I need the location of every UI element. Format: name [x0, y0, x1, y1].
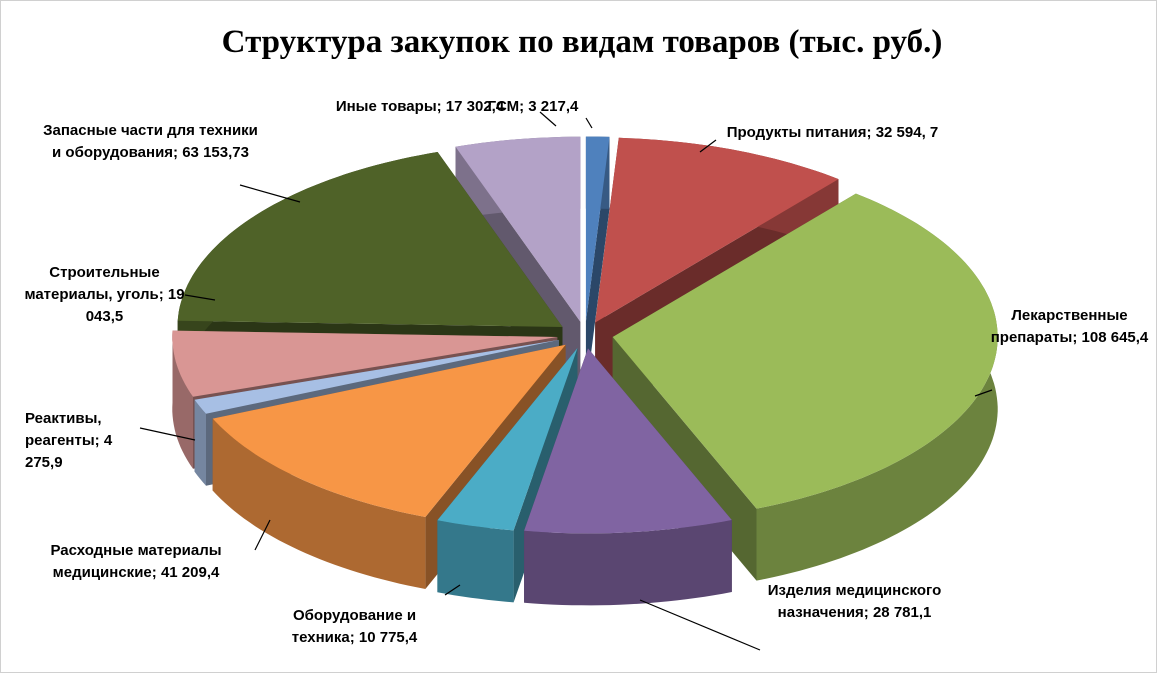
- label-separator: ;: [519, 98, 529, 115]
- slice-rim: [172, 330, 193, 469]
- slice-top: [585, 136, 610, 322]
- label-separator: ;: [863, 604, 873, 621]
- label-separator: ;: [158, 286, 168, 303]
- slice-top: [172, 330, 558, 397]
- slice-top: [524, 348, 732, 534]
- label-separator: ;: [866, 124, 876, 141]
- leader-line: [184, 294, 216, 301]
- label-value: 17 302,4: [445, 98, 505, 115]
- slice-rim: [524, 520, 732, 606]
- label-category: Изделия медицинского назначения: [767, 582, 942, 621]
- label-separator: ;: [436, 98, 446, 115]
- label-value: 19 043,5: [85, 286, 185, 325]
- leader-line: [239, 184, 301, 203]
- data-label: Лекарственные препараты; 108 645,4: [982, 305, 1157, 349]
- chart-title: Структура закупок по видам товаров (тыс.…: [222, 24, 943, 60]
- label-category: Иные товары: [335, 98, 437, 115]
- data-label: Запасные части для техники и оборудовани…: [38, 120, 263, 164]
- label-separator: ;: [173, 144, 183, 161]
- label-category: Лекарственные препараты: [990, 307, 1128, 346]
- slice: [585, 136, 610, 394]
- label-category: Оборудование и техника: [291, 607, 417, 646]
- leader-line: [585, 117, 593, 129]
- data-label: Оборудование и техника; 10 775,4: [262, 605, 447, 649]
- leader-line: [639, 599, 761, 651]
- label-category: Запасные части для техники и оборудовани…: [43, 122, 258, 161]
- slice: [212, 344, 566, 589]
- data-label: Строительные материалы, уголь; 19 043,5: [22, 262, 187, 328]
- slice-top: [437, 348, 578, 531]
- label-category: Расходные материалы медицинские: [50, 542, 222, 581]
- label-separator: ;: [151, 564, 161, 581]
- slice-top: [595, 137, 839, 323]
- slice-top: [194, 339, 559, 414]
- leader-line: [139, 427, 196, 441]
- label-value: 28 781,1: [872, 604, 932, 621]
- leader-line: [444, 584, 461, 596]
- label-value: 4 275,9: [25, 432, 113, 471]
- label-value: 3 217,4: [528, 98, 579, 115]
- data-label: Иные товары; 17 302,4: [300, 96, 540, 118]
- data-label: ГСМ; 3 217,4: [478, 96, 588, 118]
- leader-line: [539, 111, 557, 127]
- label-value: 41 209,4: [160, 564, 220, 581]
- label-category: Строительные материалы, уголь: [24, 264, 160, 303]
- slice-top: [212, 344, 566, 517]
- slice-rim: [437, 520, 514, 603]
- slice-top: [455, 136, 581, 322]
- leader-line: [974, 389, 993, 397]
- leader-line: [699, 139, 717, 153]
- label-value: 32 594, 7: [875, 124, 939, 141]
- label-separator: ;: [349, 629, 359, 646]
- slice-top: [177, 152, 563, 327]
- label-separator: ;: [94, 432, 104, 449]
- data-label: Расходные материалы медицинские; 41 209,…: [16, 540, 256, 584]
- label-separator: ;: [1072, 329, 1082, 346]
- slice-rim: [212, 418, 426, 589]
- data-label: Реактивы, реагенты; 4 275,9: [25, 408, 135, 474]
- label-category: Реактивы, реагенты: [25, 410, 102, 449]
- leader-line: [254, 519, 271, 551]
- slice: [524, 348, 732, 606]
- data-label: Изделия медицинского назначения; 28 781,…: [752, 580, 957, 624]
- label-category: ГСМ: [487, 98, 520, 115]
- data-label: Продукты питания; 32 594, 7: [715, 122, 950, 144]
- label-value: 108 645,4: [1081, 329, 1149, 346]
- slice-rim: [194, 399, 206, 486]
- slice: [612, 193, 998, 581]
- label-value: 10 775,4: [358, 629, 418, 646]
- label-value: 63 153,73: [182, 144, 249, 161]
- slice-top: [612, 193, 998, 509]
- label-category: Продукты питания: [726, 124, 867, 141]
